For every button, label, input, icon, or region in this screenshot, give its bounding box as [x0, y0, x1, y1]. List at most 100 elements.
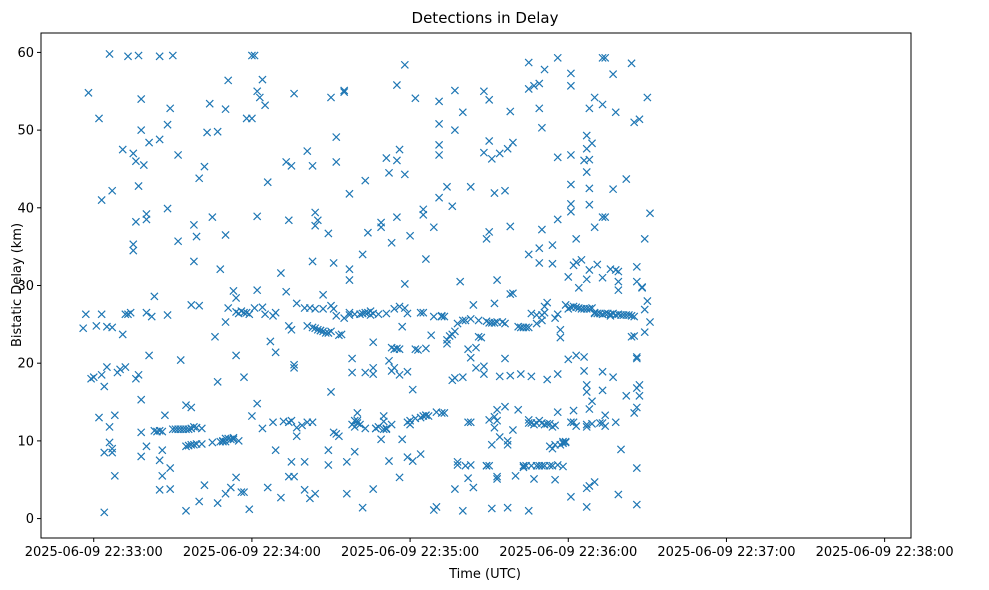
data-point: [593, 260, 602, 269]
data-point: [406, 420, 415, 429]
data-point: [464, 474, 473, 483]
data-point: [166, 104, 175, 113]
data-point: [247, 51, 256, 60]
data-point: [303, 321, 312, 330]
data-point: [321, 328, 330, 337]
data-point: [239, 308, 249, 317]
data-point: [580, 352, 589, 362]
data-point: [369, 363, 378, 372]
data-point: [118, 145, 127, 154]
data-point: [374, 310, 383, 319]
data-point: [585, 405, 594, 414]
data-point: [384, 168, 394, 177]
data-point: [377, 435, 386, 444]
data-point: [640, 234, 649, 243]
data-point: [237, 488, 246, 497]
data-point: [284, 321, 293, 330]
data-point: [292, 423, 301, 432]
data-point: [590, 223, 599, 232]
data-point: [577, 255, 586, 264]
data-point: [139, 161, 148, 170]
data-point: [250, 51, 259, 60]
data-point: [535, 258, 544, 267]
data-point: [519, 461, 528, 470]
data-point: [493, 416, 502, 425]
data-point: [271, 348, 280, 357]
data-point: [529, 81, 539, 90]
data-point: [324, 460, 333, 469]
data-point: [429, 223, 438, 232]
data-point: [529, 474, 539, 483]
data-point: [556, 325, 565, 334]
data-point: [527, 372, 536, 381]
data-point: [551, 475, 560, 484]
data-point: [292, 299, 301, 308]
data-point: [158, 471, 167, 480]
data-point: [466, 314, 475, 323]
data-point: [377, 223, 386, 232]
data-point: [348, 368, 357, 377]
data-point: [506, 371, 515, 380]
y-axis: 0 10 20 30 40 50 60: [17, 46, 41, 527]
data-point: [384, 356, 394, 365]
data-point: [400, 60, 409, 69]
data-point: [614, 286, 623, 295]
data-point: [464, 345, 473, 354]
data-point: [311, 208, 320, 217]
data-point: [640, 328, 649, 337]
data-point: [442, 182, 452, 191]
data-point: [216, 265, 225, 274]
data-point: [221, 105, 230, 114]
data-point: [632, 354, 641, 363]
data-point: [427, 331, 436, 340]
data-point: [535, 244, 544, 253]
data-point: [416, 308, 425, 317]
data-point: [213, 127, 222, 136]
data-point: [558, 462, 568, 471]
data-point: [566, 207, 575, 216]
data-point: [332, 157, 341, 166]
data-point: [226, 483, 235, 492]
data-point: [479, 148, 488, 157]
y-tick-label: 20: [17, 357, 34, 372]
data-point: [532, 319, 541, 328]
data-point: [329, 304, 338, 313]
y-tick-label: 60: [17, 46, 34, 61]
data-point: [551, 421, 560, 430]
data-point: [282, 287, 291, 296]
data-point: [92, 321, 101, 330]
data-point: [440, 312, 449, 321]
data-point: [84, 88, 93, 97]
data-point: [601, 422, 610, 431]
data-point: [100, 508, 109, 517]
x-tick-label: 2025-06-09 22:36:00: [499, 545, 637, 560]
data-point: [326, 387, 336, 396]
data-point: [442, 339, 452, 348]
data-point: [500, 319, 510, 328]
data-point: [97, 196, 106, 205]
data-point: [108, 444, 117, 453]
data-point: [474, 332, 483, 341]
data-point: [590, 478, 599, 487]
data-point: [524, 58, 533, 67]
data-point: [553, 310, 562, 319]
data-point: [100, 448, 109, 457]
data-point: [616, 445, 626, 454]
data-point: [102, 363, 111, 372]
x-axis: 2025-06-09 22:33:00 2025-06-09 22:34:00 20…: [25, 538, 954, 560]
data-point: [553, 408, 562, 417]
data-point: [382, 154, 391, 163]
data-point: [453, 457, 462, 466]
data-point: [413, 345, 423, 355]
data-point: [537, 461, 546, 470]
data-point: [569, 418, 578, 427]
data-point: [192, 232, 201, 241]
y-tick-label: 10: [17, 434, 34, 449]
data-point: [116, 365, 125, 374]
data-point: [379, 417, 388, 426]
data-point: [160, 411, 169, 420]
data-point: [408, 385, 417, 394]
data-point: [110, 471, 119, 480]
data-point: [234, 436, 243, 445]
data-point: [158, 427, 167, 436]
